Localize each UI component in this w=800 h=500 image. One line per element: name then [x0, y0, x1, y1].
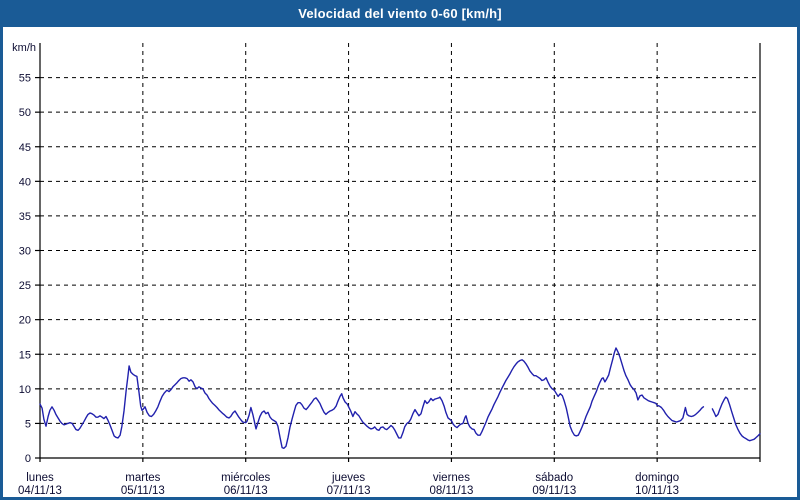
day-name-label: sábado — [535, 472, 573, 484]
y-unit-label: km/h — [12, 42, 36, 54]
y-tick-label: 20 — [19, 315, 31, 327]
y-tick-label: 30 — [19, 246, 31, 258]
chart-title-bar: Velocidad del viento 0-60 [km/h] — [0, 0, 800, 27]
app-window: Velocidad del viento 0-60 [km/h] 0 5 10 15 2… — [0, 0, 800, 500]
day-name-label: miércoles — [221, 472, 270, 484]
day-name-label: viernes — [433, 472, 470, 484]
wind-speed-chart: 0 5 10 15 20 25 30 35 40 45 50 55 km/h lunes04/11/13 m… — [3, 27, 797, 497]
y-tick-labels: 0 5 10 15 20 25 30 35 40 45 50 55 — [19, 73, 31, 465]
y-tick-label: 55 — [19, 73, 31, 85]
wind-speed-line — [40, 348, 760, 448]
y-tick-label: 40 — [19, 176, 31, 188]
plot-container: 0 5 10 15 20 25 30 35 40 45 50 55 km/h lunes04/11/13 m… — [3, 27, 797, 497]
day-date-label: 08/11/13 — [429, 485, 473, 497]
y-tick-label: 25 — [19, 280, 31, 292]
y-tick-label: 50 — [19, 107, 31, 119]
day-date-label: 09/11/13 — [532, 485, 576, 497]
day-date-label: 04/11/13 — [18, 485, 62, 497]
day-date-label: 10/11/13 — [635, 485, 679, 497]
day-name-label: domingo — [635, 472, 679, 484]
y-tick-label: 0 — [25, 453, 31, 465]
y-tick-label: 10 — [19, 384, 31, 396]
chart-title: Velocidad del viento 0-60 [km/h] — [298, 6, 502, 21]
y-gridlines — [40, 78, 760, 424]
y-tick-label: 45 — [19, 142, 31, 154]
day-date-label: 07/11/13 — [327, 485, 371, 497]
y-tick-label: 5 — [25, 418, 31, 430]
day-name-label: jueves — [331, 472, 365, 484]
x-day-labels: lunes04/11/13 martes05/11/13 miércoles06/1… — [18, 472, 679, 497]
y-tick-label: 35 — [19, 211, 31, 223]
day-name-label: martes — [125, 472, 160, 484]
day-date-label: 06/11/13 — [224, 485, 268, 497]
tick-marks — [35, 78, 760, 462]
y-tick-label: 15 — [19, 349, 31, 361]
day-name-label: lunes — [26, 472, 54, 484]
day-date-label: 05/11/13 — [121, 485, 165, 497]
